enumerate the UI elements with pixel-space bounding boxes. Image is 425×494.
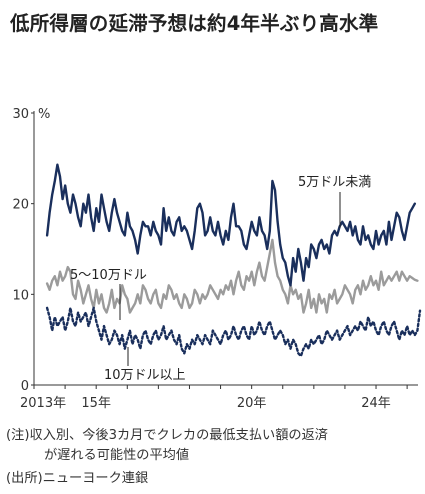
series-line-1	[45, 163, 416, 287]
y-tick-label: 30	[12, 107, 29, 122]
series-line-2	[45, 238, 419, 314]
x-tick-label: 20年	[237, 396, 267, 411]
source-note: (出所)ニューヨーク連銀	[6, 471, 149, 486]
footnote-line-2: が遅れる可能性の平均値	[44, 448, 190, 463]
x-tick-label: 15年	[81, 396, 111, 411]
footnote-line-1: (注)収入別、今後3カ月でクレカの最低支払い額の返済	[6, 428, 328, 443]
chart-title: 低所得層の延滞予想は約4年半ぶり高水準	[10, 12, 379, 35]
y-tick-label: 20	[12, 198, 29, 213]
annotation-layer: 5万ドル未満 5～10万ドル 10万ドル以上	[70, 175, 371, 383]
x-tick-label: 2013年	[20, 396, 66, 411]
line-chart: 0 10 20 30 % 2013年 15年 20年 24年 5万ドル未満 5～10万ドル 10万ド…	[12, 107, 422, 411]
series-label-2: 5～10万ドル	[70, 268, 147, 283]
series-layer	[45, 163, 422, 358]
axes: 0 10 20 30 % 2013年 15年 20年 24年	[12, 107, 418, 411]
x-tick-label: 24年	[361, 396, 391, 411]
series-label-1: 5万ドル未満	[298, 175, 371, 190]
series-line-3	[45, 306, 422, 358]
y-tick-label: 10	[12, 288, 29, 303]
series-label-3: 10万ドル以上	[104, 368, 186, 383]
y-unit-label: %	[38, 107, 50, 122]
y-tick-label: 0	[21, 379, 29, 394]
